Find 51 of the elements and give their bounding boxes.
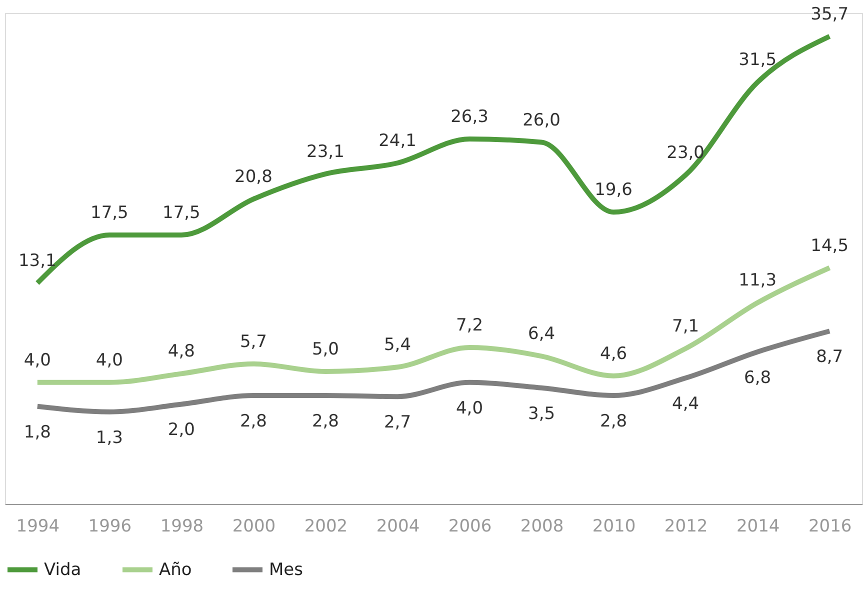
x-tick-label: 2010 (592, 516, 636, 536)
data-label: 23,1 (306, 142, 344, 162)
data-label: 4,0 (456, 398, 484, 418)
data-label: 14,5 (810, 236, 849, 256)
data-label: 8,7 (816, 347, 844, 368)
x-tick-label: 2006 (448, 516, 492, 536)
data-label: 1,3 (96, 428, 123, 448)
data-label: 5,7 (240, 332, 267, 352)
data-label: 2,0 (168, 420, 195, 440)
data-label: 19,6 (594, 180, 632, 200)
data-label: 31,5 (738, 50, 777, 70)
data-label: 5,0 (312, 339, 339, 360)
data-label: 1,8 (24, 422, 51, 442)
x-tick-label: 2012 (664, 516, 708, 536)
data-label: 26,3 (450, 106, 488, 127)
data-label: 2,8 (240, 412, 267, 432)
data-label: 4,0 (24, 350, 51, 370)
x-tick-label: 2014 (736, 516, 780, 536)
x-tick-label: 2002 (304, 516, 348, 536)
data-label: 4,0 (96, 350, 123, 370)
x-tick-label: 1994 (16, 516, 60, 536)
data-label: 20,8 (234, 167, 272, 188)
x-tick-label: 1998 (160, 516, 204, 536)
data-label: 24,1 (378, 131, 416, 151)
legend-label: Mes (269, 560, 304, 580)
legend-label: Vida (44, 560, 82, 580)
data-label: 4,8 (168, 342, 195, 362)
x-tick-label: 2004 (376, 516, 420, 536)
data-label: 7,1 (672, 316, 700, 337)
data-label: 5,4 (384, 335, 412, 356)
data-label: 6,4 (528, 324, 556, 344)
data-label: 26,0 (522, 110, 560, 130)
x-tick-label: 2008 (520, 516, 564, 536)
data-label: 23,0 (666, 143, 704, 164)
data-label: 2,8 (600, 412, 628, 432)
data-label: 6,8 (744, 368, 772, 388)
data-label: 2,8 (312, 412, 339, 432)
x-tick-label: 1996 (88, 516, 132, 536)
data-label: 17,5 (90, 203, 128, 224)
data-label: 17,5 (162, 203, 200, 224)
data-label: 7,2 (456, 315, 484, 336)
data-label: 4,4 (672, 394, 700, 414)
data-label: 3,5 (528, 404, 556, 424)
data-label: 11,3 (738, 270, 777, 291)
x-tick-label: 2000 (232, 516, 276, 536)
data-label: 35,7 (810, 4, 849, 24)
data-label: 2,7 (384, 412, 412, 433)
data-label: 4,6 (600, 344, 628, 364)
x-tick-label: 2016 (808, 516, 852, 536)
data-label: 13,1 (18, 251, 56, 272)
legend-label: Año (159, 560, 192, 580)
